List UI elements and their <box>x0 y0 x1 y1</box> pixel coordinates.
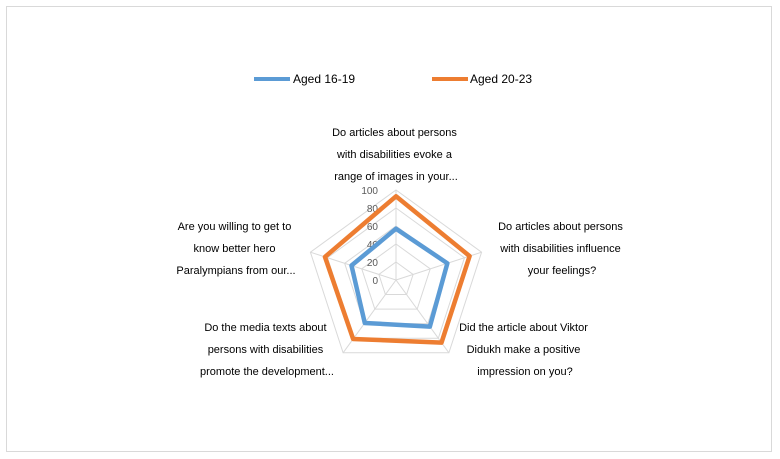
legend: Aged 16-19 Aged 20-23 <box>254 72 532 86</box>
category-label-2: Do articles about persons with disabilit… <box>498 221 626 277</box>
legend-label-series-2: Aged 20-23 <box>470 72 532 86</box>
category-label-1: Do articles about persons with disabilit… <box>332 127 460 183</box>
category-label-5: Are you willing to get to know better he… <box>176 221 295 277</box>
series-line-1 <box>351 229 447 327</box>
tick-label: 100 <box>361 186 378 197</box>
legend-label-series-1: Aged 16-19 <box>293 72 355 86</box>
tick-label: 60 <box>367 222 379 233</box>
category-label-3: Did the article about Viktor Didukh make… <box>459 322 591 378</box>
category-label-4: Do the media texts about persons with di… <box>200 322 334 378</box>
tick-label: 20 <box>367 258 379 269</box>
tick-label: 0 <box>372 276 378 287</box>
radar-grid <box>310 190 481 353</box>
